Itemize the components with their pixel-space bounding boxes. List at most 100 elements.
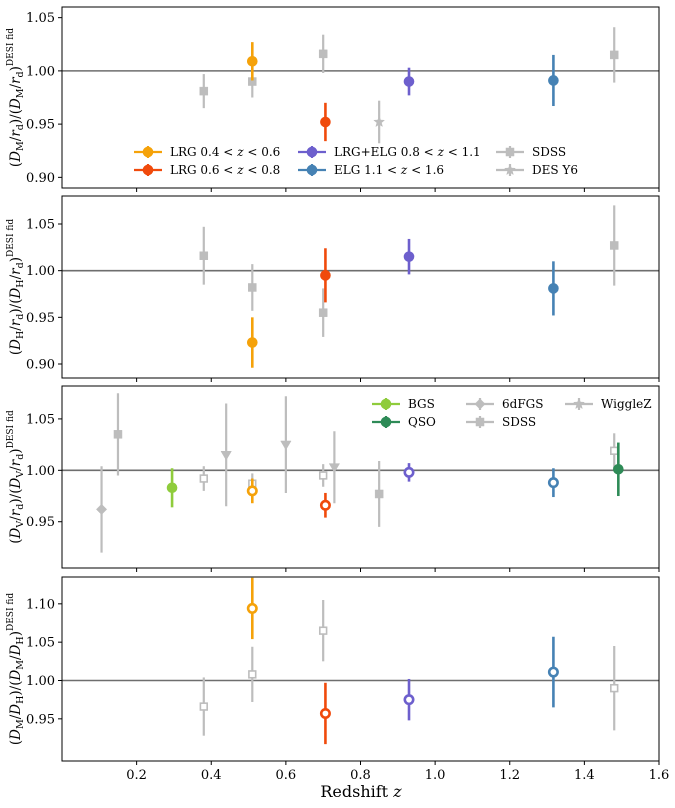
marker [113, 430, 123, 439]
marker [319, 707, 331, 719]
legend-label: WiggleZ [601, 397, 652, 411]
data-point-elg-1-1-z-1-6-1 [548, 54, 559, 107]
marker [199, 474, 208, 483]
legend-entry-lrg-0-6-z-0-8: LRG 0.6 < z < 0.8 [134, 163, 280, 177]
marker [613, 463, 624, 475]
data-point-6dfgs-1 [95, 466, 108, 553]
data-point-sdss-open-4 [610, 433, 619, 469]
data-point-sdss-1 [113, 393, 123, 476]
marker [318, 471, 328, 480]
data-point-sdss-4 [609, 205, 619, 286]
legend-entry-lrg-elg-0-8-z-1-1: LRG+ELG 0.8 < z < 1.1 [298, 145, 481, 159]
legend-label: DES Y6 [532, 163, 578, 177]
data-point-wigglez-1 [220, 403, 232, 507]
x-tick-label: 0.8 [350, 768, 371, 783]
data-point-sdss-open-3 [318, 464, 328, 487]
data-point-elg-1-1-z-1-6-1 [547, 636, 559, 708]
y-tick-label: 0.95 [26, 712, 55, 727]
legend-label: BGS [408, 397, 435, 411]
legend-entry-des-y6: DES Y6 [496, 163, 578, 177]
data-point-sdss-dr14-1 [374, 461, 384, 527]
plot-frame [61, 385, 660, 569]
marker [246, 485, 258, 497]
y-tick-label: 0.90 [26, 358, 55, 373]
y-axis-label-4: (DM/DH)/(DM/DH)DESI fid [6, 593, 26, 746]
data-point-sdss-2 [248, 264, 257, 311]
data-point-lrg-elg-0-8-z-1-1-1 [403, 67, 415, 96]
marker [547, 477, 559, 489]
marker [95, 503, 108, 515]
y-tick-label: 1.00 [26, 674, 55, 689]
marker [248, 670, 257, 679]
marker [548, 283, 559, 294]
data-point-lrg-elg-0-8-z-1-1-1 [403, 463, 415, 482]
data-point-lrg-0-6-z-0-8-1 [319, 492, 331, 518]
marker [248, 283, 257, 292]
data-point-sdss-open-1 [199, 466, 208, 491]
y-axis-label-3: (DV/rd)/(DV/rd)DESI fid [6, 410, 26, 544]
y-tick-label: 0.95 [26, 118, 55, 133]
data-point-sdss-open-4 [610, 646, 619, 731]
y-tick-label: 1.05 [26, 412, 55, 427]
x-tick-label: 1.0 [425, 768, 446, 783]
marker [374, 489, 384, 499]
panel-4: 0.95 1.00 1.05 1.10 0.2 0.4 0.6 0.8 1.0 1.2 1.4 1.6 [26, 576, 670, 783]
panel-2: 0.90 0.95 1.00 1.05 [26, 195, 660, 382]
legend-marker [306, 146, 318, 158]
marker [610, 446, 619, 455]
marker [547, 666, 559, 678]
y-tick-label: 1.10 [26, 597, 55, 612]
marker [373, 115, 386, 128]
y-tick-label: 1.05 [26, 636, 55, 651]
plot-frame [61, 6, 660, 189]
marker [403, 694, 415, 706]
marker [318, 626, 328, 635]
data-point-sdss-open-2 [248, 646, 257, 702]
data-point-lrg-0-6-z-0-8-1 [319, 682, 331, 745]
legend-entry-qso: QSO [372, 415, 436, 429]
data-point-elg-1-1-z-1-6-1 [548, 261, 559, 316]
data-point-lrg-0-6-z-0-8-1 [320, 248, 331, 303]
legend-entry-sdss: SDSS [466, 415, 536, 429]
panel-1: 0.90 0.95 1.00 1.05 LRG 0.4 < z < 0.6 LRG 0.6… [26, 6, 660, 192]
marker [318, 308, 328, 317]
marker [328, 463, 341, 473]
marker [403, 466, 415, 478]
x-tick-label: 1.6 [649, 768, 670, 783]
data-point-elg-1-1-z-1-6-1 [547, 468, 559, 498]
legend-marker [142, 164, 154, 176]
data-point-lrg-0-4-z-0-6-1 [246, 317, 258, 368]
data-point-sdss-3 [318, 288, 328, 337]
legend-label: SDSS [502, 415, 536, 429]
marker [246, 337, 258, 348]
marker [199, 251, 209, 260]
legend-label: ELG 1.1 < z < 1.6 [334, 163, 444, 177]
marker [320, 116, 331, 128]
marker [319, 499, 331, 511]
data-point-wigglez-3 [328, 431, 341, 504]
x-axis-label: Redshift z [320, 782, 402, 801]
marker [403, 251, 415, 262]
legend-entry-sdss: SDSS [496, 145, 566, 159]
marker [403, 76, 415, 87]
data-point-sdss-3 [318, 34, 328, 74]
data-point-sdss-1 [199, 226, 209, 285]
legend-label: SDSS [532, 145, 566, 159]
y-axis-label-2: (DH/rd)/(DH/rd)DESI fid [6, 219, 26, 356]
legend-entry-lrg-0-4-z-0-6: LRG 0.4 < z < 0.6 [134, 145, 280, 159]
legend-panel-3: BGS QSO 6dFGS SDSS WiggleZ [372, 397, 652, 429]
data-point-sdss-1 [199, 74, 209, 109]
data-point-sdss-open-1 [199, 677, 208, 736]
marker [246, 602, 258, 614]
data-point-sdss-open-3 [318, 600, 328, 662]
legend-marker [380, 416, 392, 428]
legend-marker [380, 398, 392, 410]
legend-marker [505, 147, 515, 157]
marker [610, 683, 619, 693]
data-point-lrg-elg-0-8-z-1-1-1 [403, 238, 415, 275]
marker [280, 440, 292, 451]
marker [548, 75, 559, 86]
legend-marker [475, 417, 485, 427]
y-tick-label: 1.05 [26, 218, 55, 233]
